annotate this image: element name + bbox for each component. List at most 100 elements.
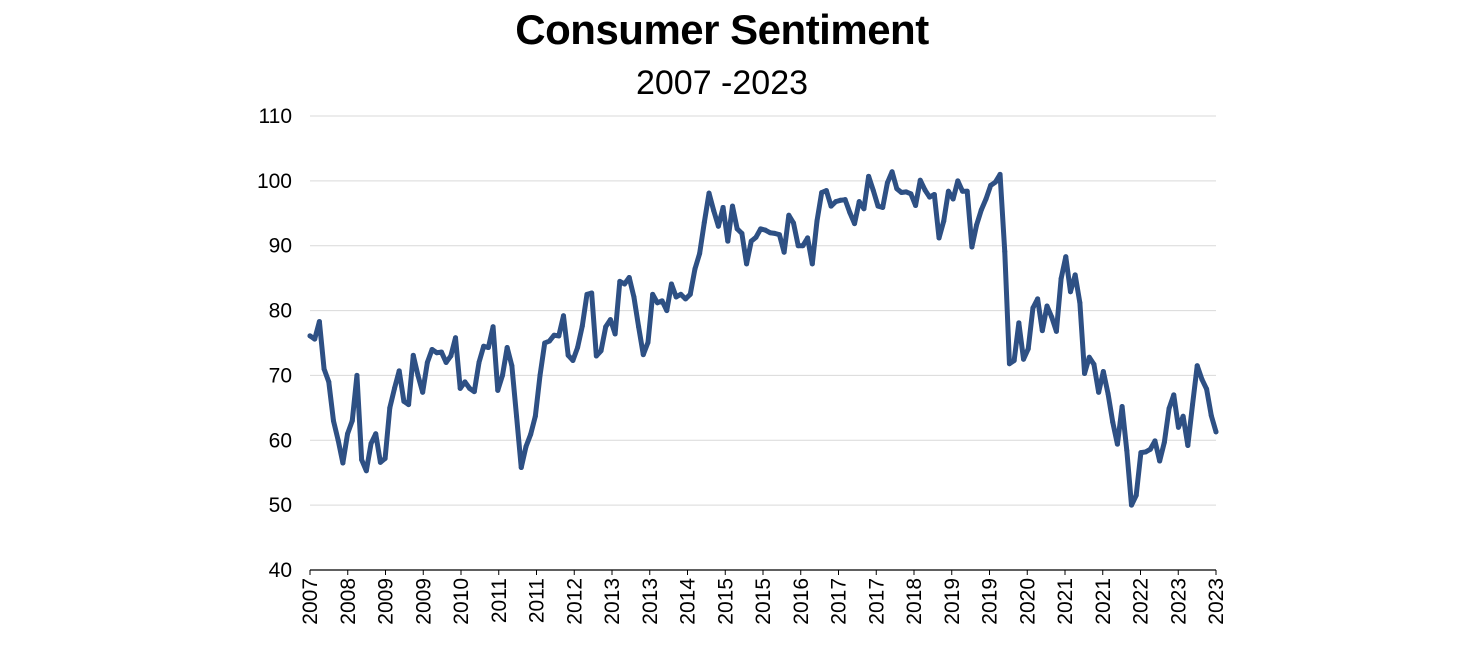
data-point (457, 385, 463, 391)
data-point (349, 418, 355, 424)
data-point (546, 338, 552, 344)
data-point (532, 413, 538, 419)
data-point (1096, 389, 1102, 395)
data-point (326, 379, 332, 385)
data-point (589, 290, 595, 296)
data-point (842, 197, 848, 203)
data-point (485, 345, 491, 351)
data-point (964, 188, 970, 194)
data-point (1166, 406, 1172, 412)
data-point (396, 368, 402, 374)
data-point (499, 372, 505, 378)
data-point (908, 191, 914, 197)
data-point (734, 226, 740, 232)
data-point (631, 294, 637, 300)
data-point (875, 203, 881, 209)
data-point (866, 173, 872, 179)
data-point (415, 372, 421, 378)
data-point (593, 353, 599, 359)
data-point (368, 441, 374, 447)
x-tick-label: 2020 (1016, 578, 1039, 625)
data-point (725, 238, 731, 244)
data-point (1030, 305, 1036, 311)
data-point (706, 190, 712, 196)
data-point (556, 333, 562, 339)
data-point (1190, 402, 1196, 408)
data-point (739, 230, 745, 236)
data-point (969, 244, 975, 250)
data-point (1147, 446, 1153, 452)
data-point (467, 385, 473, 391)
x-tick-label: 2009 (412, 578, 435, 625)
data-point (1129, 502, 1134, 508)
data-point (1194, 363, 1200, 369)
data-point (406, 402, 412, 408)
data-point (490, 324, 496, 330)
y-tick-label: 90 (269, 235, 292, 258)
data-point (776, 232, 782, 238)
data-point (772, 230, 778, 236)
data-point (1161, 439, 1167, 445)
x-axis (309, 569, 1217, 575)
data-point (659, 298, 665, 304)
data-point (1077, 300, 1083, 306)
data-point (805, 235, 811, 241)
data-point (833, 199, 839, 205)
x-tick-label: 2013 (639, 578, 662, 625)
data-point (1039, 328, 1045, 334)
data-point (321, 366, 327, 372)
data-point (678, 291, 684, 297)
data-point (922, 187, 928, 193)
x-tick-label: 2014 (677, 578, 700, 625)
x-tick-label: 2013 (601, 578, 624, 625)
data-point (584, 291, 590, 297)
data-point (603, 324, 609, 330)
data-point (856, 199, 862, 205)
data-point (1114, 441, 1120, 447)
data-point (701, 219, 707, 225)
data-point (1072, 272, 1078, 278)
data-point (481, 343, 487, 349)
data-point (781, 249, 787, 255)
data-point (898, 190, 904, 196)
x-tick-label: 2009 (375, 578, 398, 625)
data-point (1049, 314, 1055, 320)
data-point (828, 203, 834, 209)
data-point (622, 281, 628, 287)
data-point (791, 220, 797, 226)
data-point (1086, 354, 1092, 360)
data-point (1011, 358, 1017, 364)
data-point (819, 190, 825, 196)
x-tick-label: 2011 (488, 578, 511, 623)
data-point (687, 291, 693, 297)
data-point (560, 313, 566, 319)
x-tick-label: 2018 (903, 578, 926, 625)
data-point (476, 359, 482, 365)
x-tick-label: 2022 (1130, 578, 1153, 625)
data-point (612, 331, 618, 337)
data-point (861, 206, 867, 212)
data-point (575, 345, 581, 351)
x-tick-label: 2021 (1092, 578, 1115, 625)
data-point (960, 188, 966, 194)
data-point (1082, 370, 1088, 376)
data-point (988, 182, 994, 188)
data-point (495, 387, 501, 393)
data-point (1204, 386, 1210, 392)
data-point (767, 230, 773, 236)
data-point (359, 457, 365, 463)
data-point (570, 358, 576, 364)
data-point (354, 372, 360, 378)
data-point (312, 336, 318, 342)
x-tick-label: 2011 (526, 578, 549, 623)
data-point (345, 431, 351, 437)
x-tick-label: 2012 (563, 578, 586, 625)
data-point (1016, 320, 1022, 326)
data-point (664, 308, 670, 314)
data-point (1152, 438, 1158, 444)
x-tick-label: 2015 (752, 578, 775, 625)
x-tick-label: 2023 (1167, 578, 1190, 625)
data-point (697, 251, 703, 256)
x-tick-label: 2023 (1205, 578, 1228, 625)
